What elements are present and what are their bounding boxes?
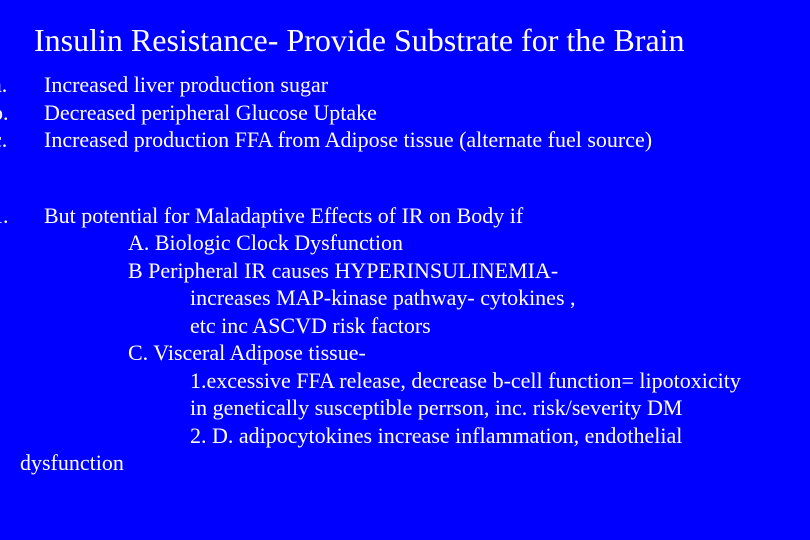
text-c: Increased production FFA from Adipose ti… — [44, 127, 652, 152]
list-item-c: c.Increased production FFA from Adipose … — [10, 126, 800, 154]
sub-B: B Peripheral IR causes HYPERINSULINEMIA- — [10, 257, 800, 285]
slide: Insulin Resistance- Provide Substrate fo… — [0, 0, 810, 487]
text-1: But potential for Maladaptive Effects of… — [44, 203, 523, 228]
top-list: a.Increased liver production sugar b.Dec… — [10, 71, 800, 154]
list-item-1: 1.But potential for Maladaptive Effects … — [10, 202, 800, 230]
sub-C: C. Visceral Adipose tissue- — [10, 339, 800, 367]
bottom-list: 1.But potential for Maladaptive Effects … — [10, 202, 800, 477]
text-a: Increased liver production sugar — [44, 72, 328, 97]
tail-text: dysfunction — [10, 449, 800, 477]
list-item-b: b.Decreased peripheral Glucose Uptake — [10, 99, 800, 127]
sub-B-2: etc inc ASCVD risk factors — [10, 312, 800, 340]
text-b: Decreased peripheral Glucose Uptake — [44, 100, 377, 125]
sub-C-3: 2. D. adipocytokines increase inflammati… — [10, 422, 800, 450]
list-item-a: a.Increased liver production sugar — [10, 71, 800, 99]
sub-C-1: 1.excessive FFA release, decrease b-cell… — [10, 367, 800, 395]
slide-title: Insulin Resistance- Provide Substrate fo… — [34, 22, 800, 59]
marker-a: a. — [20, 71, 44, 99]
sub-B-1: increases MAP-kinase pathway- cytokines … — [10, 284, 800, 312]
sub-A: A. Biologic Clock Dysfunction — [10, 229, 800, 257]
marker-b: b. — [20, 99, 44, 127]
marker-1: 1. — [20, 202, 44, 230]
sub-C-2: in genetically susceptible perrson, inc.… — [10, 394, 800, 422]
marker-c: c. — [20, 126, 44, 154]
